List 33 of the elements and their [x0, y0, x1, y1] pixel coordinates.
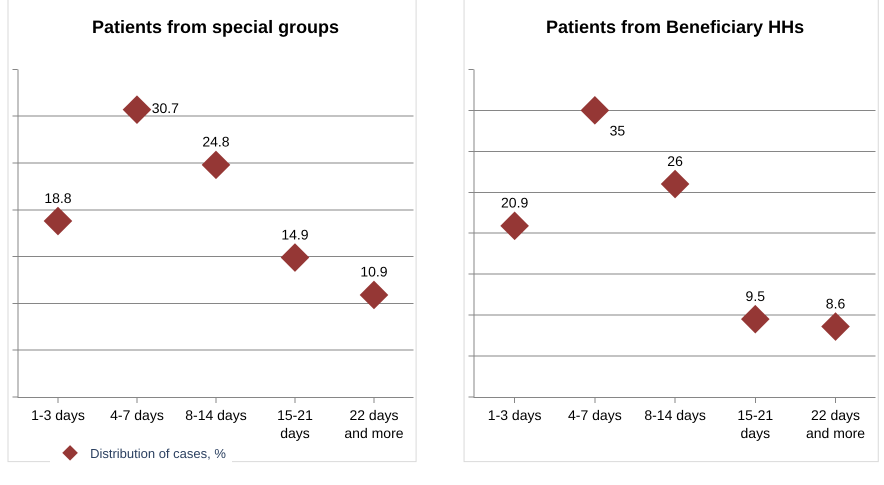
point: [741, 304, 770, 334]
x-tick-label: 15-21 days: [277, 406, 314, 441]
x-tick-label: 8-14 days: [644, 406, 706, 423]
x-tick-label: 1-3 days: [488, 406, 542, 423]
data-label: 30.7: [152, 100, 180, 116]
point: [44, 206, 72, 236]
point: [202, 150, 230, 180]
point: [122, 95, 152, 124]
data-label: 35: [610, 122, 626, 139]
point: [660, 170, 690, 198]
data-label: 18.8: [44, 190, 72, 206]
point: [360, 280, 388, 310]
point: [500, 212, 529, 240]
x-tick-label: 22 days and more: [806, 406, 866, 441]
data-label: 14.9: [281, 226, 309, 242]
x-tick-label: 15-21 days: [737, 406, 774, 441]
data-label: 20.9: [501, 194, 528, 211]
data-label: 9.5: [746, 288, 766, 304]
legend-label: Distribution of cases, %: [90, 446, 226, 461]
x-tick-label: 8-14 days: [185, 406, 247, 423]
x-tick-label: 4-7 days: [110, 406, 164, 423]
data-label: 10.9: [360, 264, 388, 280]
x-tick-label: 22 days and more: [344, 406, 404, 441]
data-label: 24.8: [202, 134, 230, 150]
point: [280, 243, 310, 272]
data-label: 26: [667, 152, 684, 169]
point: [821, 312, 850, 341]
x-tick-label: 1-3 days: [31, 406, 85, 423]
chart-title: Patients from Beneficiary HHs: [546, 17, 804, 37]
chart-title: Patients from special groups: [92, 17, 340, 37]
x-tick-label: 4-7 days: [568, 406, 622, 423]
data-label: 8.6: [826, 295, 846, 312]
point: [580, 96, 610, 125]
